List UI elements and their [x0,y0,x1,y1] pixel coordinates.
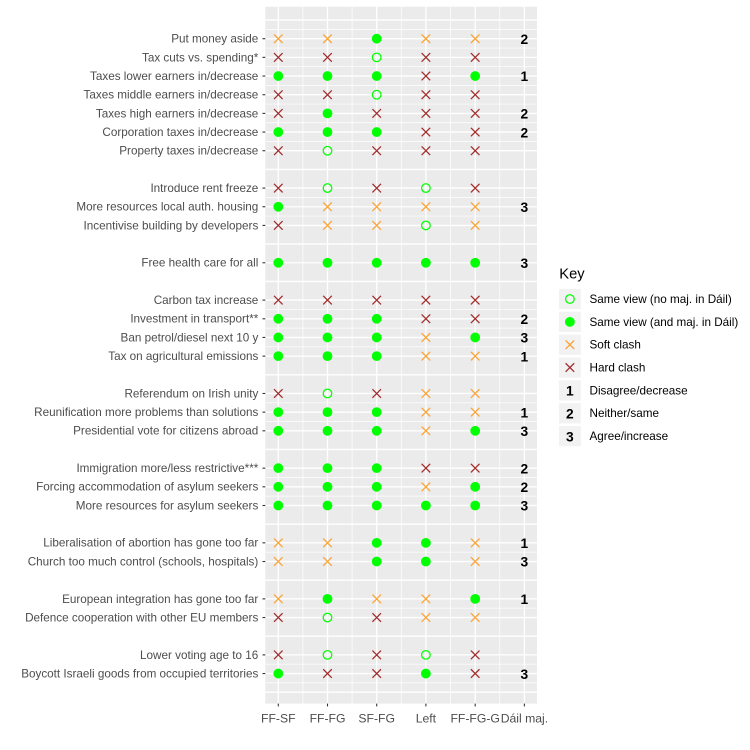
svg-text:Agree/increase: Agree/increase [590,430,669,443]
svg-text:Corporation taxes in/decrease: Corporation taxes in/decrease [102,126,258,139]
svg-text:FF-FG-G: FF-FG-G [450,711,499,725]
svg-text:3: 3 [566,429,574,444]
svg-text:Forcing accommodation of asylu: Forcing accommodation of asylum seekers [36,481,258,494]
svg-text:2: 2 [521,125,529,140]
svg-text:Carbon tax increase: Carbon tax increase [154,294,259,307]
svg-text:Boycott Israeli goods from occ: Boycott Israeli goods from occupied terr… [21,667,258,680]
svg-text:Investment in transport**: Investment in transport** [130,313,258,326]
svg-text:3: 3 [521,555,529,570]
svg-text:2: 2 [521,312,529,327]
svg-text:1: 1 [521,349,529,364]
svg-text:Soft clash: Soft clash [590,339,641,352]
svg-text:3: 3 [521,256,529,271]
svg-text:Same view (and maj. in Dáil): Same view (and maj. in Dáil) [590,316,739,329]
svg-text:1: 1 [521,592,529,607]
svg-text:1: 1 [521,536,529,551]
svg-text:Reunification more problems th: Reunification more problems than solutio… [34,406,258,419]
svg-text:Taxes high earners in/decrease: Taxes high earners in/decrease [96,107,258,120]
svg-text:2: 2 [566,406,574,421]
svg-text:1: 1 [521,405,529,420]
svg-text:3: 3 [521,331,529,346]
svg-text:Property taxes in/decrease: Property taxes in/decrease [119,145,258,158]
svg-text:2: 2 [521,480,529,495]
svg-text:Hard clash: Hard clash [590,361,646,374]
svg-text:2: 2 [521,32,529,47]
svg-text:Immigration more/less restrict: Immigration more/less restrictive*** [76,462,258,475]
svg-text:1: 1 [521,69,529,84]
svg-text:Same view (no maj. in Dáil): Same view (no maj. in Dáil) [590,293,732,306]
svg-text:FF-SF: FF-SF [261,711,296,725]
svg-text:Lower voting age to 16: Lower voting age to 16 [140,649,258,662]
svg-text:Taxes middle earners in/decrea: Taxes middle earners in/decrease [84,89,259,102]
svg-text:Defence cooperation with other: Defence cooperation with other EU member… [25,611,258,624]
svg-text:Tax cuts vs. spending*: Tax cuts vs. spending* [142,51,259,64]
svg-text:FF-FG: FF-FG [310,711,346,725]
svg-text:Tax on agricultural emissions: Tax on agricultural emissions [108,350,258,363]
svg-text:1: 1 [566,384,574,399]
svg-text:SF-FG: SF-FG [358,711,395,725]
svg-text:More resources for asylum seek: More resources for asylum seekers [76,499,259,512]
svg-text:3: 3 [521,499,529,514]
svg-text:Put money aside: Put money aside [171,33,258,46]
svg-text:Dáil maj.: Dáil maj. [501,711,548,725]
svg-text:Key: Key [559,266,585,282]
svg-text:3: 3 [521,424,529,439]
svg-text:Church too much control (schoo: Church too much control (schools, hospit… [28,555,259,568]
svg-text:2: 2 [521,107,529,122]
svg-text:3: 3 [521,667,529,682]
svg-text:Taxes lower earners in/decreas: Taxes lower earners in/decrease [90,70,258,83]
svg-text:Ban petrol/diesel next 10 y: Ban petrol/diesel next 10 y [121,331,259,344]
svg-text:European integration has gone: European integration has gone too far [62,593,258,606]
svg-text:Referendum on Irish unity: Referendum on Irish unity [124,387,258,400]
svg-text:Incentivise building by develo: Incentivise building by developers [84,219,259,232]
svg-text:More resources local auth. hou: More resources local auth. housing [76,201,258,214]
svg-text:Liberalisation of abortion has: Liberalisation of abortion has gone too … [43,537,258,550]
svg-text:Introduce rent freeze: Introduce rent freeze [150,182,258,195]
svg-text:Free health care for all: Free health care for all [141,257,258,270]
svg-text:Neither/same: Neither/same [590,407,660,420]
svg-text:Disagree/decrease: Disagree/decrease [590,384,688,397]
svg-text:2: 2 [521,461,529,476]
svg-text:Presidential vote for citizens: Presidential vote for citizens abroad [73,425,258,438]
svg-text:3: 3 [521,200,529,215]
svg-text:Left: Left [416,711,437,725]
